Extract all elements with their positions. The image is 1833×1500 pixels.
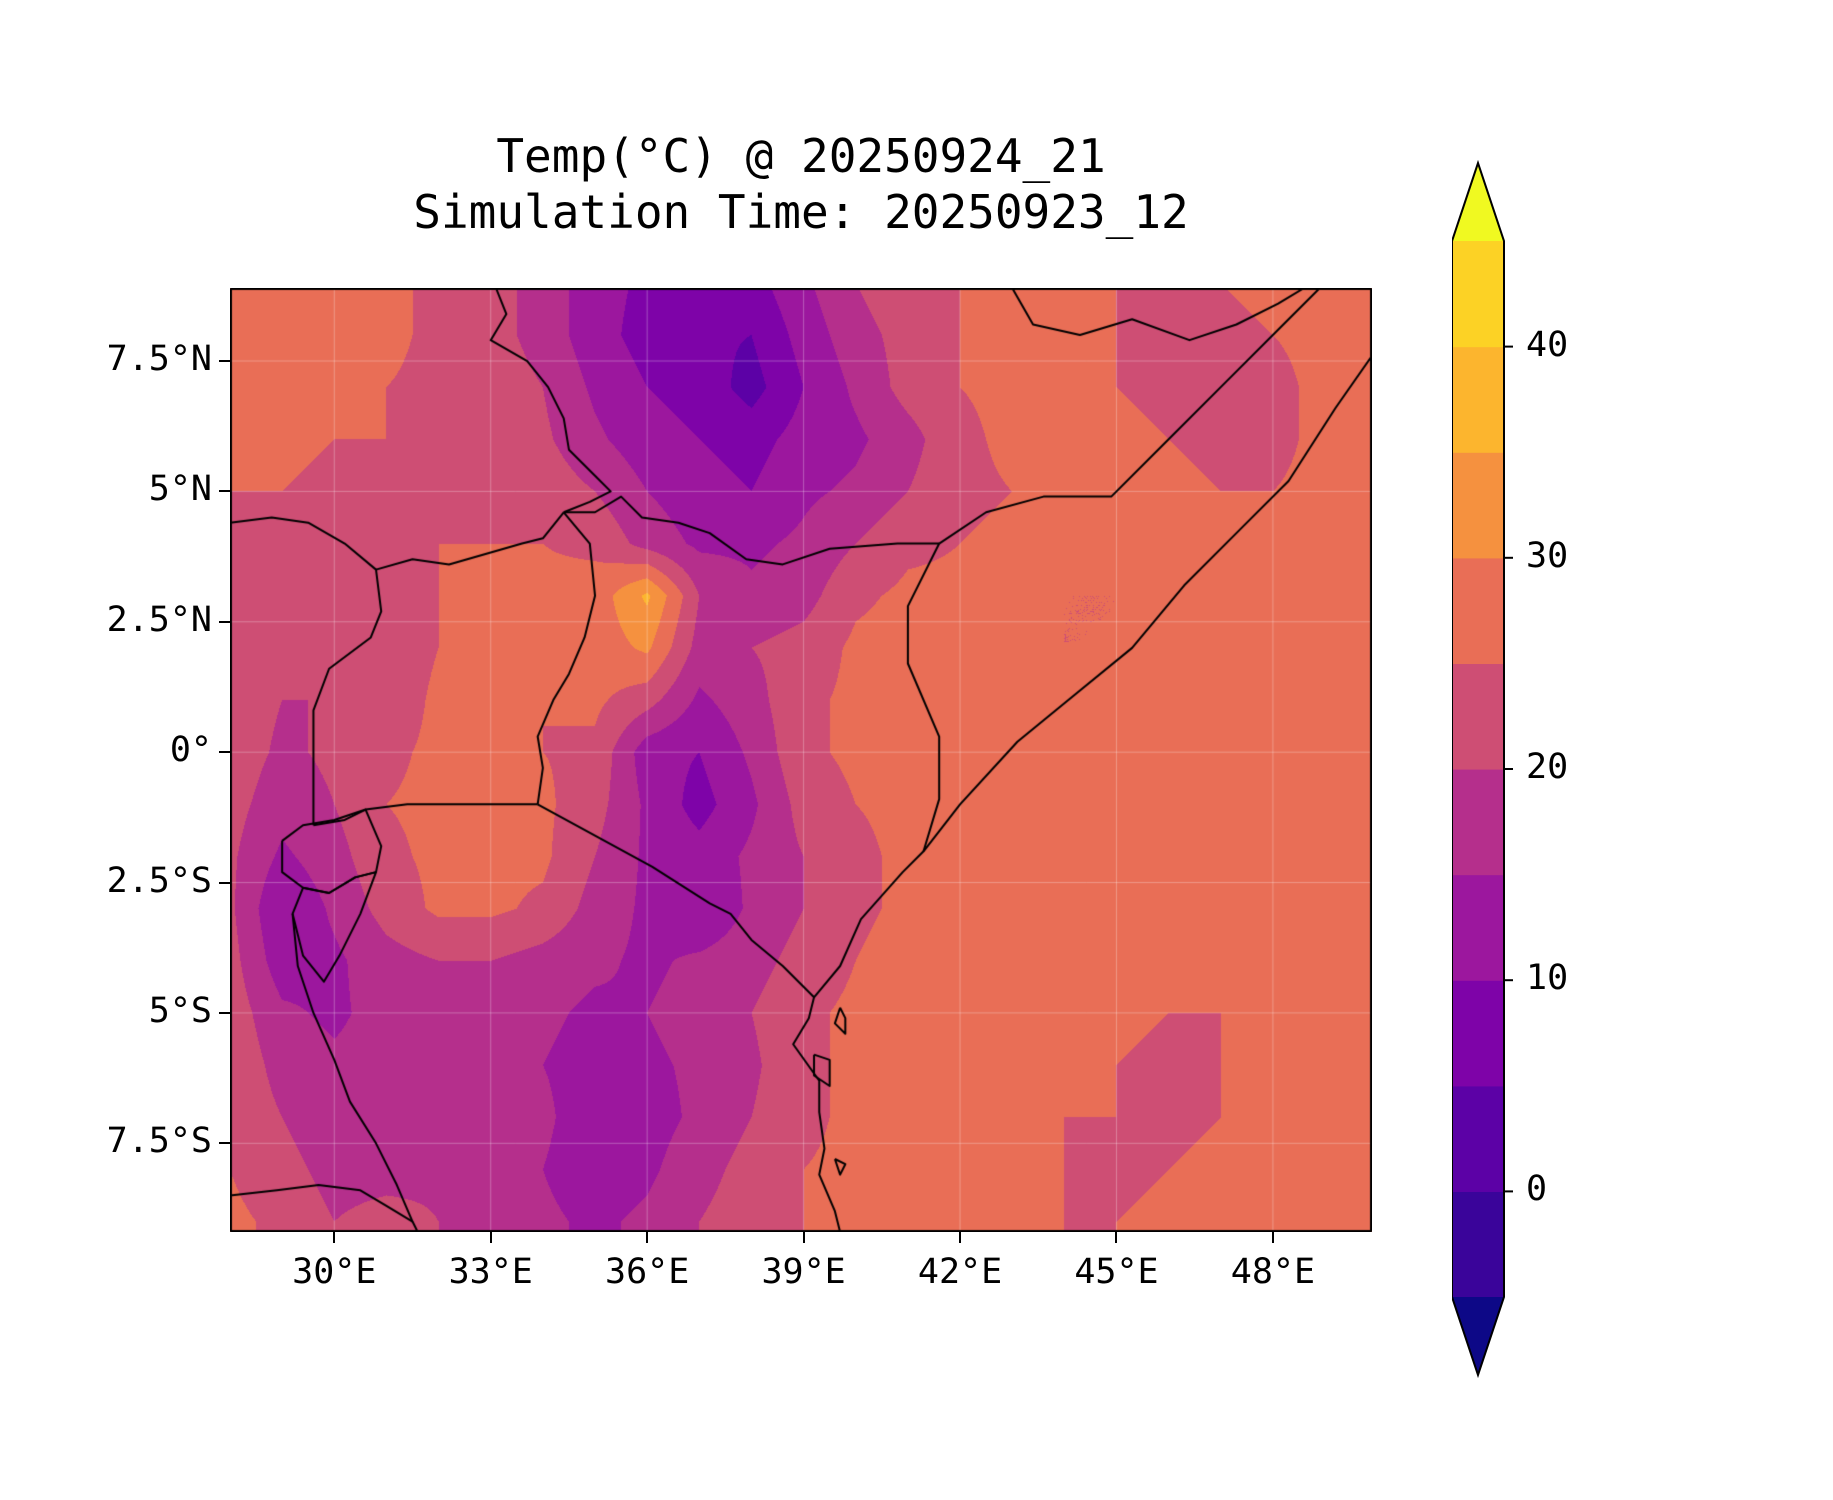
y-tick-label: 5°S: [148, 990, 212, 1031]
x-tick-label: 39°E: [761, 1252, 846, 1292]
colorbar-segment: [1452, 1191, 1504, 1298]
x-tick-mark: [333, 1232, 336, 1243]
x-tick-mark: [1271, 1232, 1274, 1243]
y-tick-label: 0°: [169, 730, 212, 771]
x-tick-label: 30°E: [292, 1252, 377, 1292]
colorbar-segment: [1452, 874, 1504, 981]
x-tick-label: 48°E: [1230, 1252, 1316, 1292]
chart-title-line2: Simulation Time: 20250923_12: [413, 185, 1189, 240]
y-tick-label: 7.5°S: [106, 1121, 212, 1162]
colorbar-segment: [1452, 663, 1504, 770]
y-tick-mark: [219, 1011, 230, 1014]
x-tick-label: 33°E: [448, 1252, 533, 1292]
x-tick-mark: [959, 1232, 962, 1243]
colorbar-segment: [1452, 241, 1504, 348]
colorbar: [1452, 160, 1513, 1379]
colorbar-tick-label: 10: [1526, 958, 1569, 999]
y-tick-mark: [219, 751, 230, 754]
colorbar-tick-label: 0: [1526, 1169, 1548, 1210]
colorbar-over-arrow: [1452, 163, 1504, 241]
temperature-map-canvas: [230, 288, 1372, 1232]
colorbar-tick-label: 30: [1526, 535, 1569, 576]
y-tick-label: 2.5°N: [106, 599, 212, 640]
y-tick-mark: [219, 360, 230, 363]
colorbar-segment: [1452, 769, 1504, 876]
y-tick-label: 5°N: [148, 469, 212, 510]
colorbar-segment: [1452, 1085, 1504, 1192]
y-tick-label: 7.5°N: [106, 339, 212, 380]
colorbar-tick-label: 40: [1526, 324, 1569, 365]
x-tick-mark: [646, 1232, 649, 1243]
x-tick-mark: [489, 1232, 492, 1243]
y-tick-mark: [219, 1142, 230, 1145]
colorbar-under-arrow: [1452, 1297, 1504, 1375]
colorbar-outline: [1452, 160, 1505, 1379]
x-tick-label: 42°E: [917, 1252, 1003, 1292]
colorbar-segment: [1452, 557, 1504, 664]
chart-title: Temp(°C) @ 20250924_21 Simulation Time: …: [230, 128, 1372, 240]
y-tick-label: 2.5°S: [106, 860, 212, 901]
colorbar-segment: [1452, 346, 1504, 453]
colorbar-segment: [1452, 980, 1504, 1087]
y-tick-mark: [219, 881, 230, 884]
colorbar-tick-label: 20: [1526, 747, 1569, 787]
y-tick-mark: [219, 620, 230, 623]
x-tick-label: 45°E: [1074, 1252, 1159, 1292]
chart-title-line1: Temp(°C) @ 20250924_21: [496, 129, 1106, 183]
y-tick-mark: [219, 490, 230, 493]
x-tick-mark: [1115, 1232, 1118, 1243]
x-tick-label: 36°E: [605, 1252, 690, 1292]
x-tick-mark: [802, 1232, 805, 1243]
colorbar-segment: [1452, 452, 1504, 559]
